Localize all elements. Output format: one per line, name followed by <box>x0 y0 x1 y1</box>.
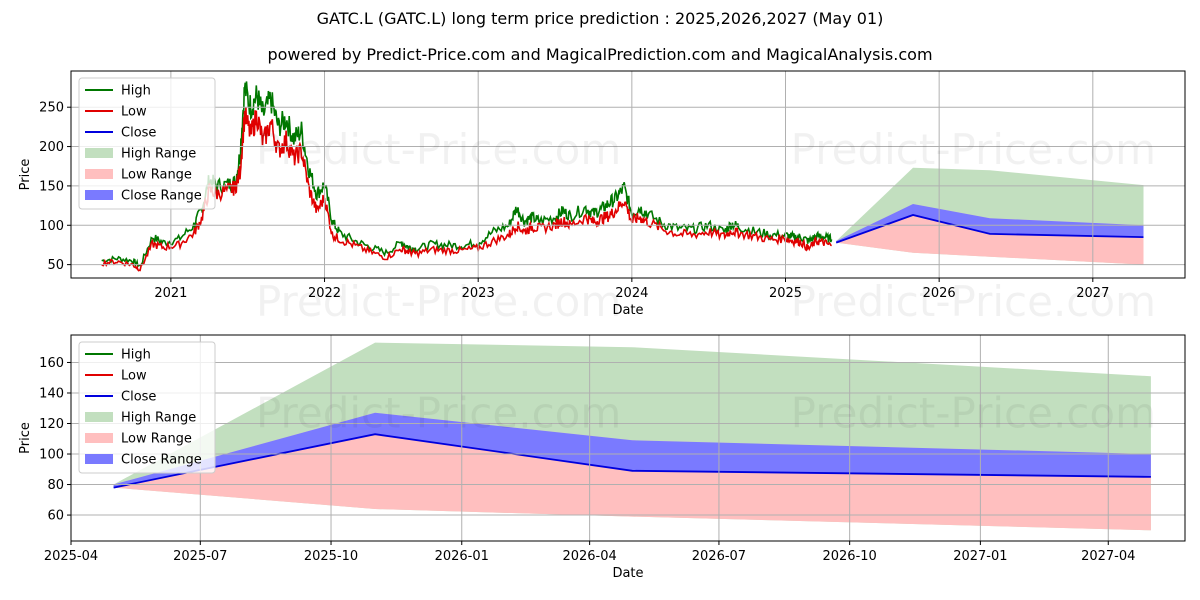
panel0-legend-label: High <box>121 84 151 99</box>
panel0-x-tick-label: 2021 <box>154 286 187 301</box>
panel0-high-line <box>101 81 833 268</box>
panel1-legend-label: High Range <box>121 411 196 426</box>
panel1-y-tick-label: 100 <box>39 448 64 463</box>
panel0-watermark: Predict-Price.com <box>256 277 621 326</box>
panel0-legend-swatch <box>85 148 113 158</box>
panel0-legend-label: High Range <box>121 147 196 162</box>
panel0-legend-label: Close <box>121 126 156 141</box>
panel1-close-line <box>113 433 1151 489</box>
panel0-y-tick-label: 100 <box>39 219 64 234</box>
panel1-y-tick-label: 160 <box>39 356 64 371</box>
panel1-x-axis-label: Date <box>612 566 643 581</box>
panel1-legend-swatch <box>85 454 113 464</box>
panel1-y-tick-label: 140 <box>39 386 64 401</box>
panel0-y-tick-label: 250 <box>39 101 64 116</box>
panel1-watermark: Predict-Price.com <box>791 389 1156 438</box>
panel0-y-tick-label: 50 <box>47 258 64 273</box>
panel1-legend-label: High <box>121 348 151 363</box>
panel1-x-tick-label: 2026-04 <box>562 549 616 564</box>
panel1-y-tick-label: 80 <box>47 478 64 493</box>
panel1-x-tick-label: 2027-04 <box>1081 549 1135 564</box>
panel1-x-tick-label: 2027-01 <box>953 549 1007 564</box>
panel0-x-tick-label: 2027 <box>1076 286 1109 301</box>
panel0-y-axis-label: Price <box>18 159 33 191</box>
panel1-legend-label: Close Range <box>121 453 202 468</box>
panel1-x-tick-label: 2026-01 <box>435 549 489 564</box>
panel1-y-tick-label: 60 <box>47 509 64 524</box>
panel0-x-tick-label: 2022 <box>308 286 341 301</box>
panel0-legend-swatch <box>85 190 113 200</box>
panel0-legend-label: Close Range <box>121 189 202 204</box>
panel1-legend-label: Low <box>121 369 147 384</box>
panel0-watermark: Predict-Price.com <box>791 277 1156 326</box>
panel1-close-range-area <box>113 412 1151 488</box>
panel1-axes-frame <box>70 334 1186 542</box>
panel1-legend-label: Low Range <box>121 432 192 447</box>
panel0-legend-label: Low <box>121 105 147 120</box>
panel0-y-tick-label: 150 <box>39 179 64 194</box>
panel0-x-tick-label: 2024 <box>615 286 648 301</box>
panel0-x-axis-label: Date <box>612 303 643 318</box>
panel0-axes-frame <box>70 70 1186 279</box>
panel1-x-tick-label: 2026-10 <box>822 549 876 564</box>
panel0-x-tick-label: 2025 <box>769 286 802 301</box>
panel0-legend-swatch <box>85 169 113 179</box>
panel1-watermark: Predict-Price.com <box>256 389 621 438</box>
panel0-close-range-area <box>836 204 1144 243</box>
panel0-watermark: Predict-Price.com <box>791 125 1156 174</box>
panel1-legend-swatch <box>85 412 113 422</box>
panel0-y-tick-label: 200 <box>39 140 64 155</box>
panel1-x-tick-label: 2025-04 <box>44 549 98 564</box>
panel0-close-line <box>835 214 1144 244</box>
panel1-legend-swatch <box>85 433 113 443</box>
panel1-x-tick-label: 2026-07 <box>692 549 746 564</box>
panel1-legend-label: Close <box>121 390 156 405</box>
chart-subtitle: powered by Predict-Price.com and Magical… <box>267 45 933 64</box>
panel1-x-tick-label: 2025-10 <box>304 549 358 564</box>
panel1-y-tick-label: 120 <box>39 417 64 432</box>
panel0-x-tick-label: 2026 <box>923 286 956 301</box>
chart-title: GATC.L (GATC.L) long term price predicti… <box>316 9 884 28</box>
panel0-watermark: Predict-Price.com <box>256 125 621 174</box>
panel1-y-axis-label: Price <box>18 422 33 454</box>
panel1-x-tick-label: 2025-07 <box>173 549 227 564</box>
panel0-x-tick-label: 2023 <box>462 286 495 301</box>
panel0-legend-label: Low Range <box>121 168 192 183</box>
